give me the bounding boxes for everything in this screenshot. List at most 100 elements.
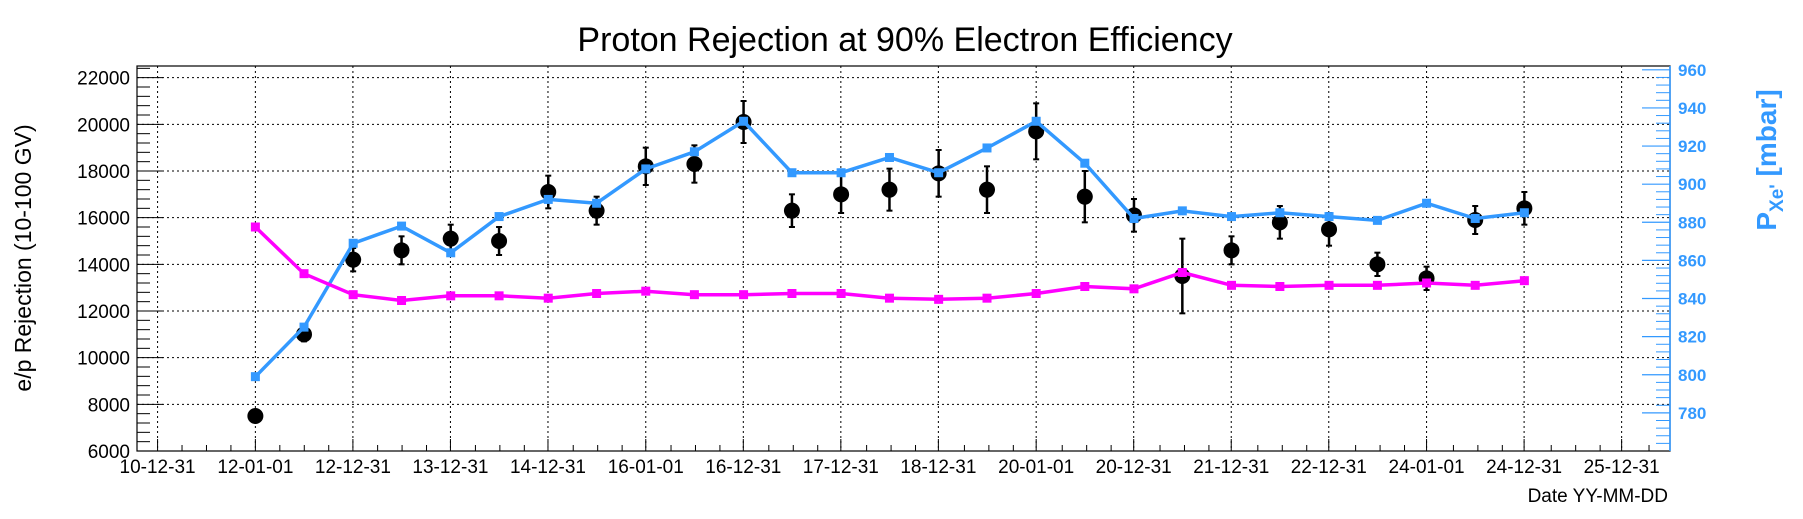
series-marker — [1470, 280, 1480, 290]
series-marker — [1372, 215, 1382, 225]
rejection-point — [247, 408, 264, 424]
series-marker — [1422, 278, 1432, 288]
series-marker — [641, 164, 651, 174]
x-tick-label: 25-12-31 — [1584, 457, 1660, 478]
grid — [137, 66, 1670, 451]
series-marker — [982, 143, 992, 153]
y-axis-label: e/p Rejection (10-100 GV) — [10, 124, 36, 391]
rejection-point — [1321, 221, 1338, 238]
series-marker — [1470, 213, 1480, 223]
series-marker — [543, 194, 553, 204]
series-marker — [299, 269, 309, 279]
x-tick-label: 18-12-31 — [900, 457, 976, 478]
rejection-point — [442, 230, 459, 247]
rejection-point — [393, 242, 410, 259]
series-marker — [1275, 208, 1285, 218]
series-marker — [739, 116, 749, 126]
series-marker — [689, 290, 699, 300]
series-marker — [543, 293, 553, 303]
series-marker — [446, 248, 456, 258]
pressure-series — [250, 116, 1529, 382]
series-marker — [1080, 158, 1090, 168]
rejection-point — [979, 181, 996, 198]
series-marker — [836, 168, 846, 178]
series-marker — [934, 294, 944, 304]
x-axis-label: Date YY-MM-DD — [1528, 486, 1668, 507]
y2-tick-label: 780 — [1678, 404, 1706, 423]
rejection-point — [833, 186, 850, 203]
chart-title: Proton Rejection at 90% Electron Efficie… — [577, 21, 1232, 59]
series-marker — [934, 168, 944, 178]
y2-tick-label: 960 — [1678, 61, 1706, 80]
y-tick-label: 10000 — [77, 349, 130, 370]
rejection-point — [783, 202, 800, 219]
series-marker — [397, 221, 407, 231]
y2-tick-label: 840 — [1678, 290, 1706, 309]
series-marker — [446, 291, 456, 301]
series-marker — [1129, 213, 1139, 223]
rejection-point — [1271, 214, 1288, 231]
y-tick-label: 16000 — [77, 209, 130, 230]
series-marker — [884, 293, 894, 303]
series-marker — [494, 291, 504, 301]
series-marker — [1519, 208, 1529, 218]
rejection-point — [881, 181, 898, 198]
y2-tick-label: 920 — [1678, 137, 1706, 156]
series-marker — [592, 289, 602, 298]
series-marker — [592, 198, 602, 208]
y2-label-sub: Xe' — [1767, 184, 1788, 212]
rejection-point — [686, 156, 703, 172]
x-tick-label: 12-12-31 — [315, 457, 391, 478]
series-marker — [884, 152, 894, 162]
series-marker — [1177, 206, 1187, 216]
y-tick-label: 18000 — [77, 162, 130, 183]
x-tick-label: 10-12-31 — [120, 457, 196, 478]
x-tick-label: 24-01-01 — [1389, 457, 1465, 478]
series-marker — [1324, 212, 1334, 222]
series-marker — [299, 322, 309, 332]
series-marker — [1519, 276, 1529, 286]
x-tick-label: 20-12-31 — [1096, 457, 1172, 478]
rejection-point — [491, 233, 508, 249]
series-marker — [348, 238, 358, 248]
axes: 10-12-31 12-01-01 12-12-31 13-12-31 14-12-31… — [77, 61, 1706, 478]
y2-tick-label: 800 — [1678, 366, 1706, 385]
rejection-point — [1028, 123, 1045, 140]
x-tick-label: 16-12-31 — [705, 457, 781, 478]
series-marker — [641, 286, 651, 296]
series-marker — [250, 222, 260, 232]
y-tick-label: 8000 — [88, 395, 130, 416]
rejection-point — [345, 251, 362, 268]
series-marker — [348, 290, 358, 300]
y2-axis-label: PXe' [mbar] — [1751, 89, 1788, 230]
rejection-point — [1223, 242, 1240, 259]
series-marker — [1031, 116, 1041, 126]
series-marker — [1324, 280, 1334, 290]
series-marker — [1227, 212, 1237, 222]
y2-label-unit: [mbar] — [1751, 89, 1782, 184]
series-marker — [397, 296, 407, 305]
series-marker — [1227, 280, 1237, 290]
y2-tick-label: 940 — [1678, 99, 1706, 118]
y2-tick-label: 820 — [1678, 328, 1706, 347]
series-marker — [1177, 268, 1187, 277]
series-marker — [250, 372, 260, 382]
y-tick-label: 22000 — [77, 69, 130, 90]
series-marker — [1275, 282, 1285, 291]
x-tick-label: 12-01-01 — [217, 457, 293, 478]
y2-tick-label: 880 — [1678, 213, 1706, 232]
series-marker — [739, 290, 749, 300]
y2-label-main: P — [1751, 212, 1782, 231]
x-tick-label: 21-12-31 — [1193, 457, 1269, 478]
x-tick-label: 24-12-31 — [1486, 457, 1562, 478]
series-marker — [982, 293, 992, 303]
y-tick-label: 20000 — [77, 115, 130, 136]
y-tick-label: 14000 — [77, 255, 130, 276]
y2-tick-label: 860 — [1678, 251, 1706, 270]
series-marker — [1129, 284, 1139, 294]
series-marker — [689, 147, 699, 157]
series-marker — [1031, 289, 1041, 298]
